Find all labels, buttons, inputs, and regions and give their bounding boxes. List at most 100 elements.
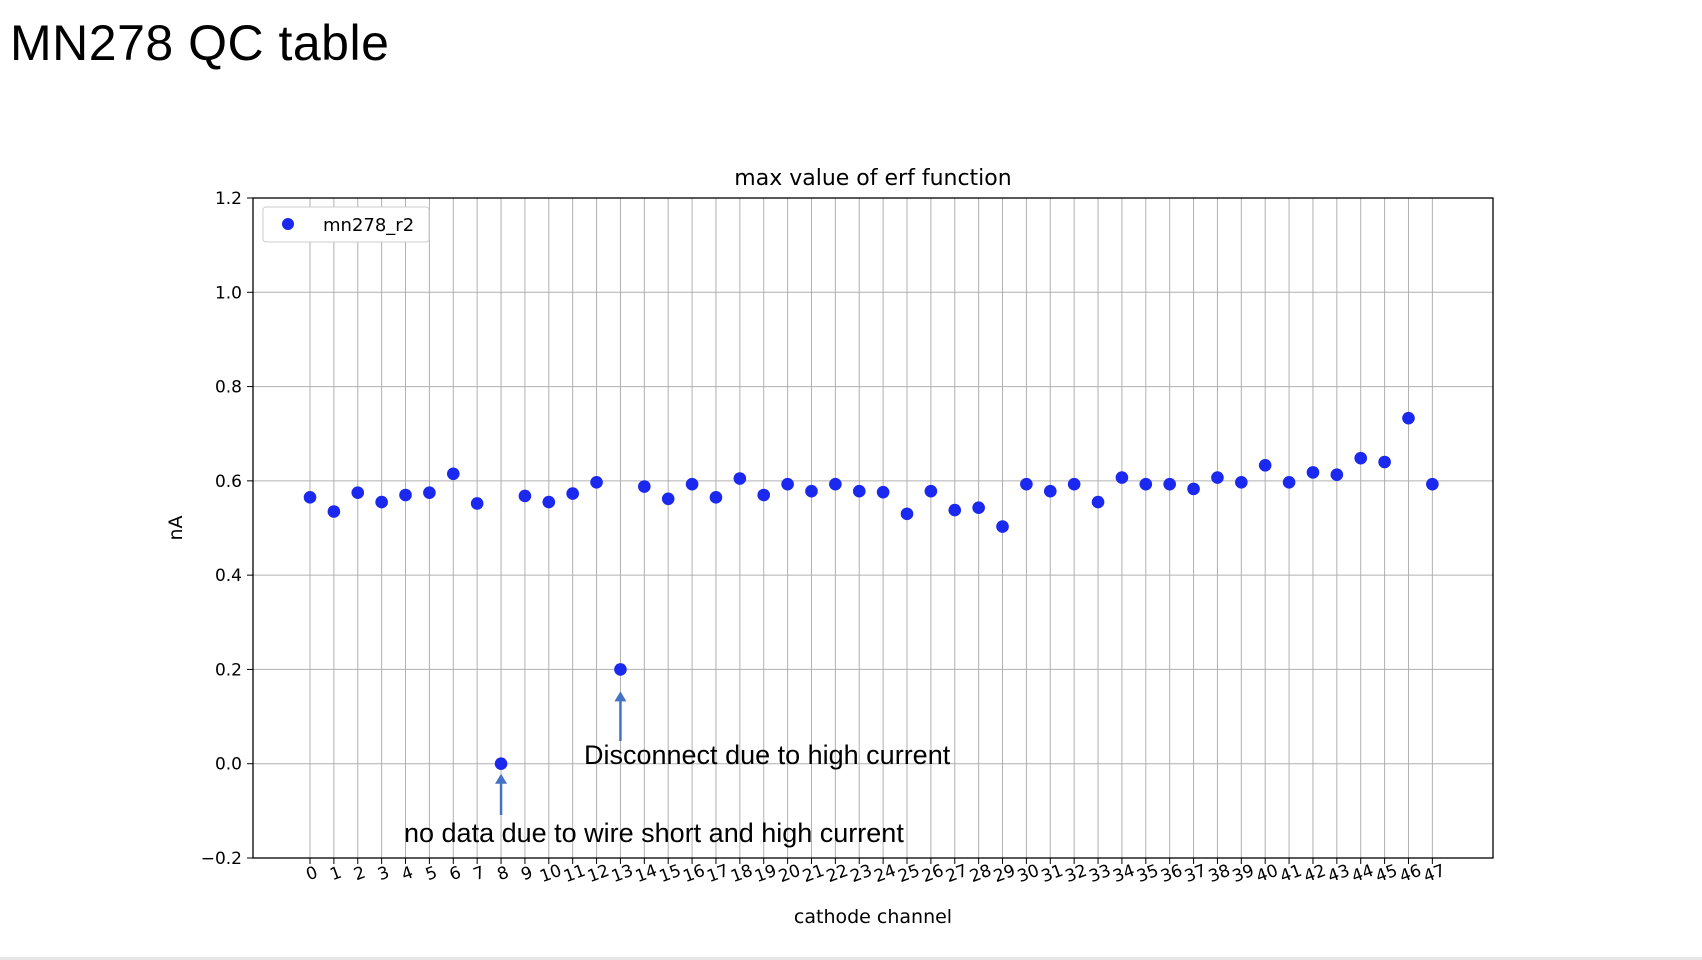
data-point: [1306, 466, 1320, 479]
x-tick-label: 20: [776, 861, 803, 887]
x-tick-label: 8: [495, 863, 512, 885]
annotation-arrow-disconnect-head: [614, 691, 627, 702]
x-tick-label: 44: [1349, 861, 1376, 887]
x-tick-label: 29: [991, 861, 1018, 887]
data-point: [829, 477, 842, 491]
data-point: [590, 475, 603, 489]
x-tick-label: 34: [1110, 861, 1137, 887]
bottom-divider: [0, 957, 1702, 960]
data-point: [1378, 455, 1391, 469]
y-tick-label: 0.4: [215, 566, 242, 586]
data-point: [685, 477, 699, 491]
x-tick-label: 11: [561, 861, 588, 887]
x-tick-label: 35: [1134, 861, 1161, 887]
data-point: [399, 488, 412, 502]
x-tick-label: 38: [1206, 861, 1233, 887]
x-tick-label: 1: [327, 863, 344, 885]
x-tick-label: 30: [1015, 861, 1042, 887]
data-point: [327, 505, 341, 518]
x-tick-label: 14: [633, 861, 660, 887]
data-point: [972, 501, 985, 515]
y-tick-label: 0.0: [215, 755, 242, 775]
data-point: [375, 495, 388, 509]
data-point: [423, 486, 436, 499]
x-tick-label: 33: [1087, 861, 1114, 887]
x-tick-label: 10: [537, 861, 564, 887]
x-tick-label: 17: [704, 861, 731, 887]
x-tick-label: 25: [895, 861, 922, 887]
x-tick-label: 23: [848, 861, 875, 887]
data-point: [1354, 451, 1368, 465]
x-axis: 0 1 2 3 4 5 6 7 8 9 101112131415161718192021222324…: [304, 858, 1448, 887]
data-point: [996, 520, 1009, 533]
annotation-text-no-data: no data due to wire short and high curre…: [404, 818, 904, 848]
x-tick-label: 16: [681, 861, 708, 887]
x-tick-label: 2: [351, 863, 368, 885]
x-tick-label: 31: [1039, 861, 1066, 887]
data-point: [494, 757, 508, 771]
data-point: [1067, 477, 1081, 491]
data-point: [1235, 475, 1248, 489]
y-tick-label: 0.8: [215, 378, 242, 398]
annotation-arrow-no-data-head: [495, 773, 508, 784]
legend-marker: [282, 218, 294, 230]
data-point: [446, 467, 460, 481]
x-tick-label: 47: [1421, 861, 1448, 887]
y-tick-label: 0.6: [215, 472, 242, 492]
y-tick-label: 1.2: [215, 189, 242, 209]
x-tick-label: 24: [872, 861, 899, 887]
grid: [253, 197, 1493, 859]
x-tick-label: 21: [800, 861, 827, 887]
data-point: [1139, 477, 1153, 491]
x-tick-label: 28: [967, 861, 994, 887]
x-axis-label: cathode channel: [794, 906, 952, 928]
data-point: [1426, 477, 1439, 491]
data-point: [805, 484, 818, 498]
data-point: [852, 484, 866, 498]
data-point: [1211, 471, 1224, 484]
series-mn278_r2: [303, 411, 1439, 771]
x-tick-label: 32: [1063, 861, 1090, 887]
x-tick-label: 12: [585, 861, 612, 887]
x-tick-label: 5: [423, 863, 440, 885]
data-point: [1091, 495, 1105, 509]
chart-title: max value of erf function: [734, 166, 1011, 191]
data-point: [542, 495, 556, 509]
data-point: [614, 663, 627, 676]
x-tick-label: 46: [1397, 861, 1424, 887]
x-tick-label: 15: [657, 861, 684, 887]
x-tick-label: 37: [1182, 861, 1209, 887]
data-point: [1020, 477, 1033, 491]
x-tick-label: 26: [919, 861, 946, 887]
x-tick-label: 6: [447, 863, 464, 885]
data-point: [900, 507, 914, 521]
y-tick-label: 1.0: [215, 283, 242, 303]
legend-label: mn278_r2: [323, 215, 414, 236]
data-point: [876, 485, 890, 499]
x-tick-label: 13: [609, 861, 636, 887]
data-point: [924, 484, 938, 498]
legend: mn278_r2: [262, 206, 430, 243]
data-point: [1187, 482, 1200, 496]
data-point: [518, 489, 532, 503]
data-point: [351, 486, 365, 499]
x-tick-label: 43: [1325, 861, 1352, 887]
x-tick-label: 36: [1158, 861, 1185, 887]
x-tick-label: 4: [399, 863, 416, 885]
data-point: [661, 492, 675, 506]
data-point: [948, 503, 962, 517]
data-point: [1163, 477, 1176, 491]
data-point: [1282, 475, 1296, 489]
slide-title: MN278 QC table: [10, 15, 390, 71]
y-tick-label: −0.2: [201, 849, 242, 869]
x-tick-label: 19: [752, 861, 779, 887]
x-tick-label: 42: [1301, 861, 1328, 887]
x-tick-label: 3: [375, 863, 392, 885]
plot-frame: [252, 197, 1494, 859]
data-point: [1043, 484, 1057, 498]
legend-box: [262, 206, 430, 243]
y-axis: −0.2 0.0 0.2 0.4 0.6 0.8 1.0 1.2: [201, 189, 253, 869]
data-point: [709, 491, 723, 504]
x-tick-label: 39: [1230, 861, 1257, 887]
